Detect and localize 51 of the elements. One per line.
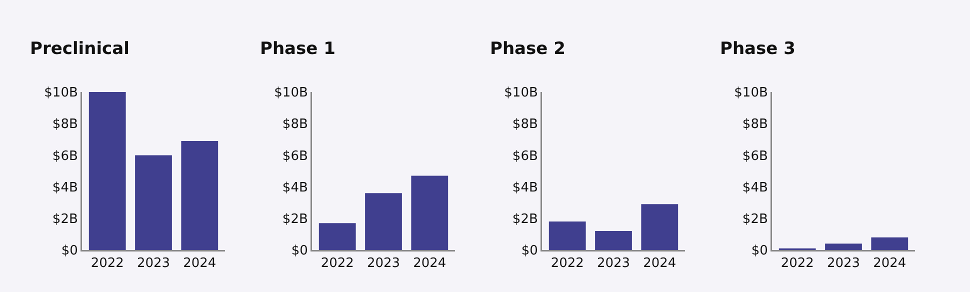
bar — [135, 155, 172, 250]
bar — [595, 231, 632, 250]
x-tick-label: 2024 — [643, 256, 676, 272]
y-tick-label: $6B — [282, 148, 308, 164]
bar — [548, 222, 586, 250]
chart-title: Preclinical — [30, 38, 130, 59]
y-tick-label: $0 — [751, 244, 768, 259]
y-tick-label: $8B — [282, 117, 308, 132]
x-tick-label: 2024 — [873, 256, 906, 272]
y-tick-label: $10B — [274, 86, 308, 101]
x-tick-label: 2023 — [596, 256, 630, 272]
y-tick-label: $6B — [512, 148, 538, 164]
y-tick-label: $8B — [742, 117, 768, 132]
bar — [181, 140, 218, 250]
chart-title: Phase 2 — [490, 38, 566, 59]
y-tick-label: $6B — [52, 148, 78, 164]
chart-title: Phase 1 — [260, 38, 336, 59]
bar — [871, 237, 908, 250]
x-tick-label: 2022 — [320, 256, 354, 272]
bar — [825, 244, 862, 250]
y-tick-label: $6B — [742, 148, 768, 164]
y-tick-label: $4B — [512, 180, 538, 196]
bar — [641, 204, 678, 250]
bar — [365, 193, 402, 250]
y-tick-label: $8B — [512, 117, 538, 132]
y-tick-label: $4B — [282, 180, 308, 196]
y-tick-label: $10B — [734, 86, 768, 101]
chart-title: Phase 3 — [720, 38, 796, 59]
y-tick-label: $2B — [282, 212, 308, 227]
y-tick-label: $2B — [52, 212, 78, 227]
y-tick-label: $8B — [52, 117, 78, 132]
y-tick-label: $4B — [52, 180, 78, 196]
x-tick-label: 2024 — [183, 256, 216, 272]
y-tick-label: $4B — [742, 180, 768, 196]
x-tick-label: 2022 — [90, 256, 124, 272]
bar — [88, 92, 126, 250]
x-tick-label: 2023 — [366, 256, 400, 272]
y-tick-label: $0 — [521, 244, 538, 259]
y-tick-label: $10B — [44, 86, 78, 101]
x-tick-label: 2023 — [826, 256, 860, 272]
bar — [411, 176, 448, 250]
x-tick-label: 2022 — [550, 256, 584, 272]
y-tick-label: $0 — [61, 244, 78, 259]
x-tick-label: 2023 — [136, 256, 170, 272]
x-tick-label: 2024 — [413, 256, 446, 272]
bar — [318, 223, 356, 250]
y-tick-label: $0 — [291, 244, 308, 259]
y-tick-label: $10B — [504, 86, 538, 101]
x-tick-label: 2022 — [780, 256, 814, 272]
y-tick-label: $2B — [742, 212, 768, 227]
y-tick-label: $2B — [512, 212, 538, 227]
